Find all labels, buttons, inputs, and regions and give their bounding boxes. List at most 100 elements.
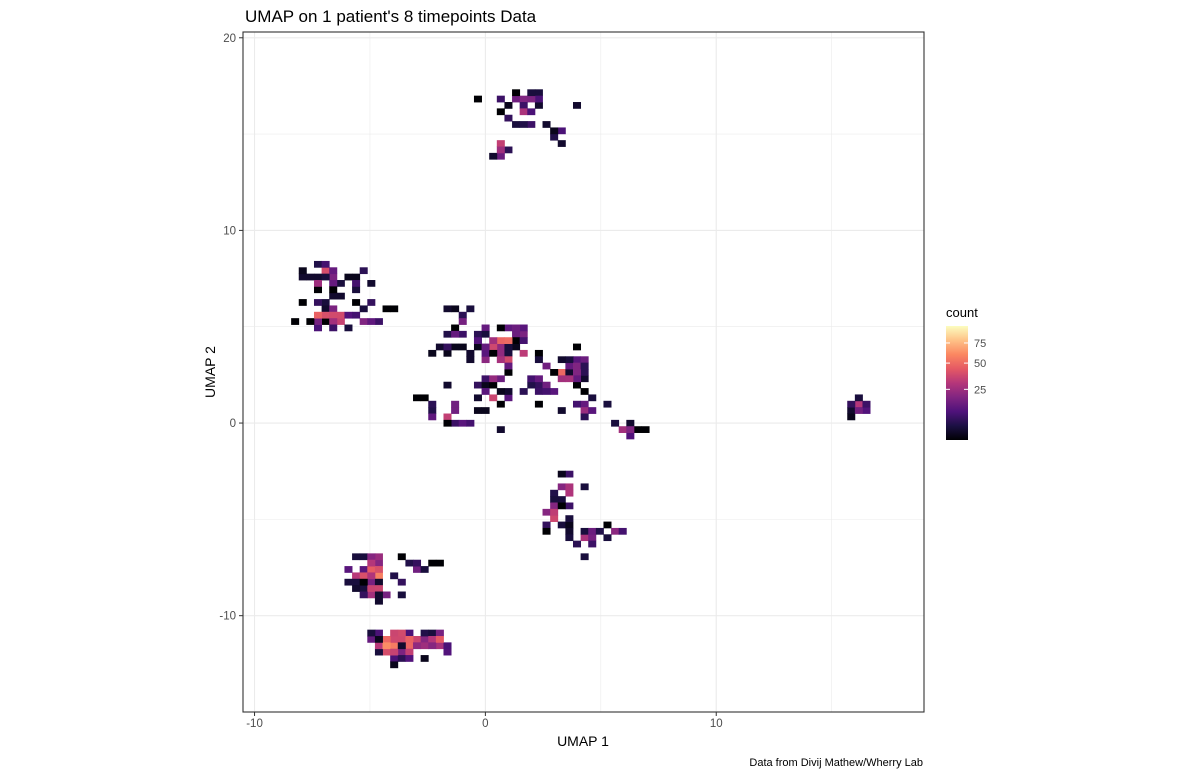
density-bin [458,343,467,351]
density-bin [565,375,574,383]
density-bin [557,127,566,135]
density-bin [504,343,513,351]
density-bin [291,318,300,325]
density-bin [565,521,574,529]
density-bin [550,515,559,522]
density-bin [580,553,589,561]
density-bin [374,636,383,643]
y-tick-label: 20 [223,33,236,45]
density-bin [321,273,330,281]
density-bin [367,318,376,325]
density-bin [580,534,589,542]
density-bin [496,108,505,116]
density-bin [565,369,574,376]
density-bin [580,375,589,383]
density-bin [854,394,863,402]
density-bin [451,305,460,313]
density-bin [473,407,482,414]
density-bin [382,648,391,656]
density-bin [413,642,422,650]
density-bin [542,362,551,370]
density-bin [481,388,490,395]
legend-tick-label: 75 [974,338,986,350]
density-bin [443,330,452,338]
density-bin [565,502,574,510]
density-bin [557,483,566,491]
density-bin [306,273,315,281]
density-bin [473,343,482,351]
density-bin [542,521,551,529]
density-bin [428,629,437,637]
density-bin [542,381,551,389]
density-bin [496,152,505,160]
density-bin [557,407,566,414]
density-bin [489,375,498,383]
density-bin [550,502,559,510]
density-bin [572,540,582,548]
density-bin [512,324,521,332]
caption: Data from Divij Mathew/Wherry Lab [749,757,923,769]
density-bin [466,305,475,313]
density-bin [374,566,383,573]
density-bin [512,343,521,351]
density-bin [367,553,376,561]
density-bin [504,349,513,357]
density-bin [374,559,383,567]
density-bin [420,642,429,650]
density-bin [496,388,505,395]
density-bin [397,591,406,599]
density-bin [527,375,536,383]
density-bin [405,636,414,643]
density-bin [534,349,543,357]
density-bin [397,636,406,643]
legend-ticks: 25 50 75 [946,338,986,396]
density-bin [321,267,330,275]
density-bin [390,642,399,650]
density-bin [580,483,589,491]
density-bin [367,578,376,586]
density-bin [473,394,482,402]
density-bin [603,521,612,529]
density-bin [367,585,376,592]
density-bin [550,508,559,516]
x-tick-label: -10 [246,718,263,730]
density-bin [481,324,490,332]
density-bin [519,330,528,338]
density-bin [352,578,361,586]
density-bin [443,413,452,421]
density-bin [534,381,543,389]
density-bin [519,349,528,357]
density-bin [512,330,521,338]
density-bin [329,292,338,300]
density-bin [550,496,559,503]
density-bin [565,534,574,542]
y-axis: -10 0 10 20 [219,33,243,623]
density-bin [405,642,414,650]
density-bin [466,356,475,364]
legend-title: count [946,305,978,320]
density-bin [367,572,376,580]
density-bin [496,356,505,364]
density-bin [542,388,551,395]
density-bin [428,349,437,357]
density-bin [329,318,338,325]
density-bin [580,369,589,376]
density-bin [382,591,391,599]
density-bin [352,585,361,592]
density-bin [344,578,353,586]
density-bin [329,324,338,332]
density-bin [397,648,406,656]
density-bin [489,349,498,357]
density-bin [367,559,376,567]
density-bin [565,362,574,370]
density-bin [534,102,543,109]
chart-title: UMAP on 1 patient's 8 timepoints Data [245,7,537,26]
grid-lines [243,32,924,712]
density-bin [565,527,574,535]
density-bin [344,566,353,573]
density-bin [603,400,612,408]
density-bin [512,121,521,128]
y-tick-label: 0 [230,418,236,430]
density-bin [367,280,376,287]
density-bin [374,578,383,586]
